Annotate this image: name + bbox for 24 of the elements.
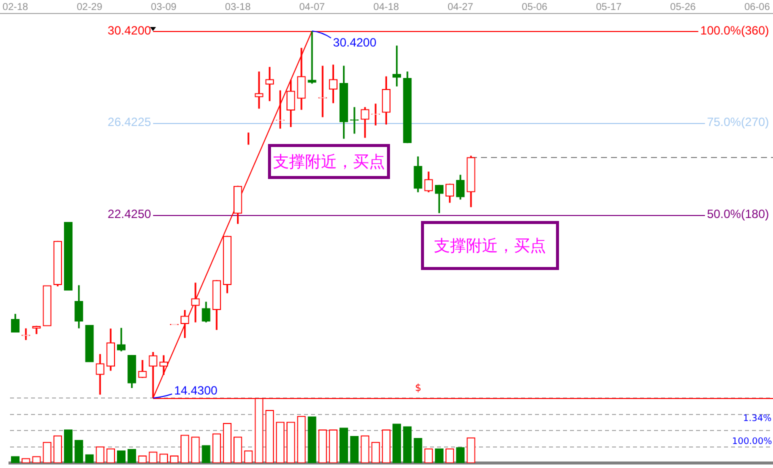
x-tick-label: 03-18 <box>225 2 252 13</box>
annotation: 支撑附近，买点 <box>434 236 546 255</box>
ref-line-label: 22.4250 <box>108 206 152 221</box>
annotation: 1.34% <box>743 414 772 424</box>
annotation: 100.0%(360) <box>700 23 769 38</box>
x-tick-label: 02-29 <box>76 2 103 13</box>
x-tick-label: 04-27 <box>448 2 474 13</box>
x-tick-label: 03-09 <box>150 2 177 13</box>
x-tick-label: 04-18 <box>373 2 400 13</box>
annotation: 50.0%(180) <box>706 206 769 221</box>
annotation: $ <box>415 383 422 394</box>
annotation: 75.0%(270) <box>706 115 769 130</box>
x-tick-label: 05-17 <box>596 2 622 13</box>
x-tick-label: 04-07 <box>299 2 326 13</box>
annotation: 100.00% <box>732 437 772 448</box>
ref-line-label: 26.4225 <box>108 115 152 130</box>
text: 30.4200 <box>333 35 376 50</box>
x-tick-label: 05-06 <box>522 2 548 13</box>
text: 14.4300 <box>174 383 218 398</box>
x-tick-label: 05-26 <box>670 2 696 13</box>
annotation: 支撑附近，买点 <box>273 152 385 171</box>
x-tick-label: 02-18 <box>2 2 29 13</box>
ref-line-label: 30.4200 <box>108 23 152 38</box>
x-tick-label: 06-06 <box>744 2 770 13</box>
